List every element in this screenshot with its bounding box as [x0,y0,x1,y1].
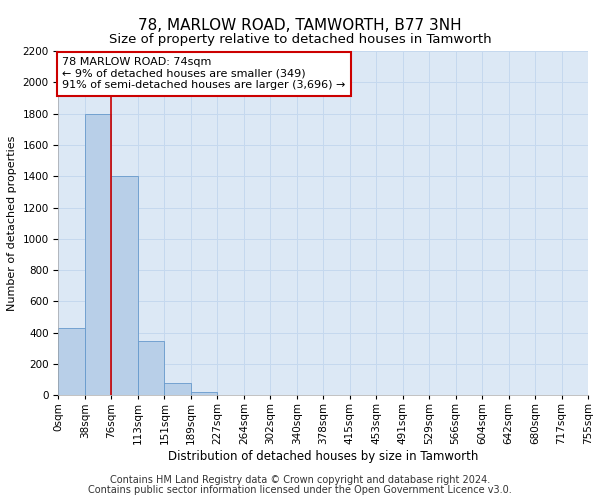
Bar [58,328,85,396]
Bar [85,114,112,396]
Text: 78, MARLOW ROAD, TAMWORTH, B77 3NH: 78, MARLOW ROAD, TAMWORTH, B77 3NH [138,18,462,32]
Text: 78 MARLOW ROAD: 74sqm
← 9% of detached houses are smaller (349)
91% of semi-deta: 78 MARLOW ROAD: 74sqm ← 9% of detached h… [62,57,346,90]
Bar [164,383,191,396]
X-axis label: Distribution of detached houses by size in Tamworth: Distribution of detached houses by size … [168,450,478,463]
Bar [138,340,164,396]
Bar [112,176,138,396]
Bar [217,394,244,396]
Text: Contains HM Land Registry data © Crown copyright and database right 2024.: Contains HM Land Registry data © Crown c… [110,475,490,485]
Text: Size of property relative to detached houses in Tamworth: Size of property relative to detached ho… [109,32,491,46]
Text: Contains public sector information licensed under the Open Government Licence v3: Contains public sector information licen… [88,485,512,495]
Bar [191,392,217,396]
Y-axis label: Number of detached properties: Number of detached properties [7,136,17,311]
